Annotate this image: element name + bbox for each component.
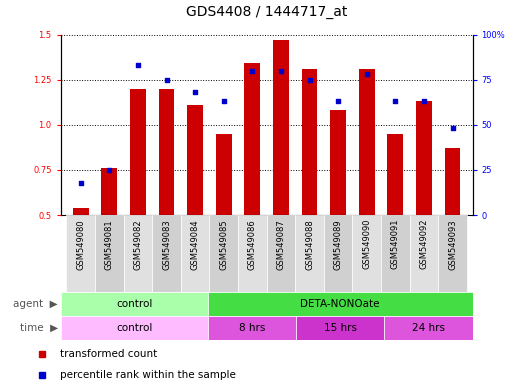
- Text: GSM549081: GSM549081: [105, 219, 114, 270]
- Bar: [101, 168, 117, 215]
- Bar: [296, 316, 384, 340]
- Text: GSM549088: GSM549088: [305, 219, 314, 270]
- Text: 15 hrs: 15 hrs: [324, 323, 357, 333]
- Text: GSM549083: GSM549083: [162, 219, 171, 270]
- Bar: [73, 208, 89, 215]
- Text: GSM549091: GSM549091: [391, 219, 400, 270]
- Bar: [244, 63, 260, 215]
- Bar: [445, 148, 460, 215]
- Point: [77, 179, 85, 185]
- Point: [105, 167, 114, 173]
- Text: GSM549090: GSM549090: [362, 219, 371, 270]
- Text: percentile rank within the sample: percentile rank within the sample: [60, 370, 236, 380]
- Bar: [216, 134, 232, 215]
- Point: [334, 98, 342, 104]
- Bar: [181, 215, 210, 292]
- Point: [162, 77, 171, 83]
- Text: GSM549087: GSM549087: [277, 219, 286, 270]
- Point: [363, 71, 371, 77]
- Bar: [388, 134, 403, 215]
- Text: DETA-NONOate: DETA-NONOate: [300, 299, 380, 309]
- Point: [220, 98, 228, 104]
- Point: [277, 68, 285, 74]
- Bar: [124, 215, 152, 292]
- Bar: [208, 316, 296, 340]
- Text: GSM549089: GSM549089: [334, 219, 343, 270]
- Text: time  ▶: time ▶: [20, 323, 58, 333]
- Text: transformed count: transformed count: [60, 349, 157, 359]
- Bar: [238, 215, 267, 292]
- Bar: [359, 69, 374, 215]
- Bar: [295, 215, 324, 292]
- Bar: [95, 215, 124, 292]
- Text: GSM549085: GSM549085: [219, 219, 228, 270]
- Bar: [301, 69, 317, 215]
- Text: control: control: [116, 299, 153, 309]
- Bar: [410, 215, 438, 292]
- Point: [248, 68, 257, 74]
- Text: GSM549084: GSM549084: [191, 219, 200, 270]
- Point: [191, 89, 200, 95]
- Bar: [353, 215, 381, 292]
- Text: GSM549086: GSM549086: [248, 219, 257, 270]
- Text: GSM549093: GSM549093: [448, 219, 457, 270]
- Text: control: control: [116, 323, 153, 333]
- Bar: [273, 40, 289, 215]
- Point: [420, 98, 428, 104]
- Bar: [210, 215, 238, 292]
- Bar: [267, 215, 295, 292]
- Text: 24 hrs: 24 hrs: [412, 323, 445, 333]
- Bar: [61, 316, 208, 340]
- Point: [305, 77, 314, 83]
- Text: GSM549082: GSM549082: [134, 219, 143, 270]
- Point: [391, 98, 400, 104]
- Text: GDS4408 / 1444717_at: GDS4408 / 1444717_at: [186, 5, 347, 19]
- Bar: [438, 215, 467, 292]
- Text: GSM549092: GSM549092: [419, 219, 428, 270]
- Bar: [187, 105, 203, 215]
- Point: [448, 125, 457, 131]
- Bar: [208, 292, 473, 316]
- Bar: [331, 110, 346, 215]
- Bar: [152, 215, 181, 292]
- Bar: [159, 89, 174, 215]
- Text: 8 hrs: 8 hrs: [239, 323, 265, 333]
- Bar: [67, 215, 95, 292]
- Bar: [130, 89, 146, 215]
- Bar: [416, 101, 432, 215]
- Point: [134, 62, 142, 68]
- Bar: [381, 215, 410, 292]
- Text: GSM549080: GSM549080: [76, 219, 85, 270]
- Bar: [61, 292, 208, 316]
- Bar: [384, 316, 473, 340]
- Text: agent  ▶: agent ▶: [13, 299, 58, 309]
- Bar: [324, 215, 353, 292]
